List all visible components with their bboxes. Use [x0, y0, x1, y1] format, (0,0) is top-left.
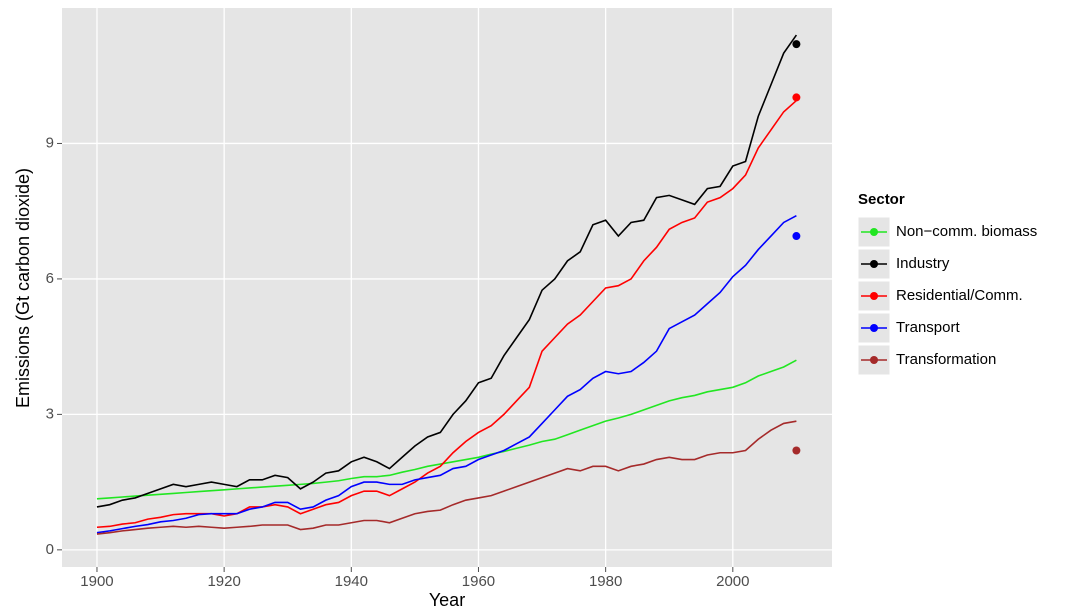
plot-panel	[62, 8, 832, 567]
legend-label: Industry	[896, 255, 950, 272]
marker-point	[792, 93, 801, 102]
legend-dot	[870, 260, 878, 268]
series-line	[96, 420, 797, 535]
x-tick-label: 1960	[462, 573, 495, 590]
legend-title: Sector	[858, 191, 905, 208]
legend-label: Transport	[896, 319, 960, 336]
y-tick-label: 9	[46, 134, 54, 151]
y-tick-label: 3	[46, 405, 54, 422]
legend-dot	[870, 292, 878, 300]
legend-label: Non−comm. biomass	[896, 223, 1037, 240]
legend-label: Residential/Comm.	[896, 287, 1023, 304]
marker-point	[792, 232, 801, 241]
x-tick-label: 1940	[335, 573, 368, 590]
series-line	[96, 215, 797, 534]
legend-label: Transformation	[896, 351, 996, 368]
series-line	[96, 34, 798, 508]
marker-point	[792, 40, 801, 49]
legend-dot	[870, 324, 878, 332]
legend-dot	[870, 356, 878, 364]
marker-point	[792, 446, 801, 455]
series-line	[96, 359, 797, 500]
x-tick-label: 1980	[589, 573, 622, 590]
legend-dot	[870, 228, 878, 236]
x-tick-label: 1900	[80, 573, 113, 590]
y-tick-label: 6	[46, 270, 54, 287]
x-axis-title: Year	[429, 590, 465, 610]
y-tick-label: 0	[46, 541, 54, 558]
x-tick-label: 1920	[207, 573, 240, 590]
y-axis-title: Emissions (Gt carbon dioxide)	[13, 168, 33, 408]
x-tick-label: 2000	[716, 573, 749, 590]
